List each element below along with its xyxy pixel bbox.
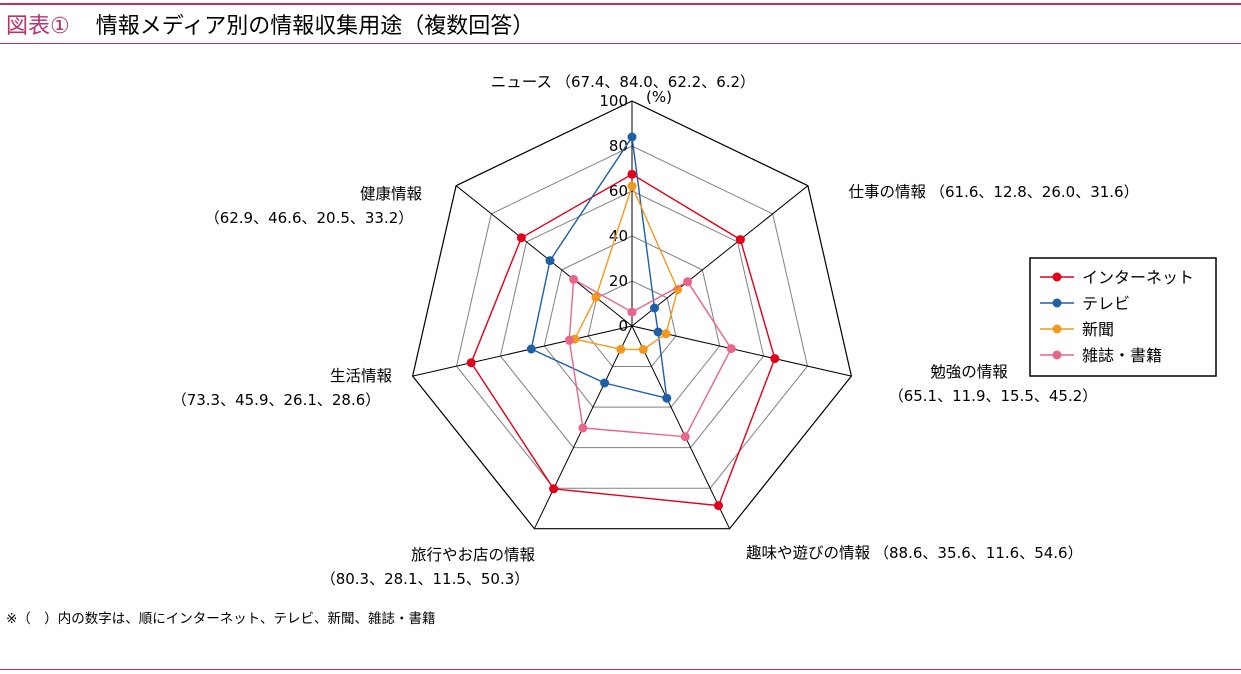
series-marker: [662, 393, 672, 403]
axis-label: 生活情報: [330, 367, 393, 385]
series-marker: [627, 169, 637, 179]
series-marker: [627, 307, 637, 317]
series-marker: [680, 432, 690, 442]
radar-grid-ring: [455, 145, 809, 489]
series-line: [470, 173, 776, 507]
axis-label: 趣味や遊びの情報: [746, 544, 871, 562]
series-marker: [638, 345, 648, 354]
series-marker: [726, 344, 736, 354]
legend-label: テレビ: [1082, 294, 1130, 313]
legend-marker: [1052, 298, 1062, 308]
series-marker: [653, 327, 663, 337]
series-marker: [549, 484, 559, 494]
series-marker: [627, 132, 637, 142]
series-marker: [673, 285, 683, 294]
radar-grid-ring: [499, 190, 765, 449]
figure-label: 図表①: [6, 14, 70, 39]
radar-tick-label: 80: [609, 137, 628, 155]
top-rule: [0, 3, 1241, 5]
radar-grid-ring: [411, 100, 853, 530]
axis-label: 勉強の情報: [930, 363, 1008, 381]
series-marker: [545, 256, 555, 266]
series-marker: [564, 335, 574, 345]
radar-grid-ring: [543, 235, 721, 408]
series-marker: [569, 274, 579, 284]
legend-marker: [1052, 272, 1062, 282]
radar-spoke: [455, 185, 633, 327]
legend-marker: [1052, 324, 1062, 334]
series-line: [573, 184, 679, 351]
series-marker: [600, 378, 610, 388]
series-marker: [714, 501, 723, 511]
radar-spoke: [412, 325, 633, 377]
axis-values: （62.9、46.6、20.5、33.2）: [205, 209, 414, 227]
axis-values: （73.3、45.9、26.1、28.6）: [172, 391, 381, 409]
axis-values: （80.3、28.1、11.5、50.3）: [321, 570, 530, 588]
figure-title: 情報メディア別の情報収集用途（複数回答）: [95, 14, 535, 39]
series-marker: [516, 233, 526, 243]
series-marker: [770, 354, 780, 364]
axis-label: 仕事の情報: [848, 183, 926, 201]
legend-marker: [1052, 350, 1062, 360]
series-marker: [735, 235, 745, 245]
radar-tick-label: 20: [609, 272, 628, 290]
figure-title-row: 図表① 情報メディア別の情報収集用途（複数回答）: [6, 8, 534, 40]
footnote: ※（ ）内の数字は、順にインターネット、テレビ、新聞、雑誌・書籍: [6, 611, 436, 627]
series-line: [530, 135, 668, 400]
axis-values: （88.6、35.6、11.6、54.6）: [874, 544, 1083, 562]
legend-label: 新聞: [1082, 320, 1114, 339]
title-underline: [0, 43, 1241, 44]
radar-tick-label: 60: [609, 182, 628, 200]
radar-spoke: [631, 185, 809, 327]
series-marker: [650, 303, 659, 313]
axis-label: 健康情報: [360, 185, 423, 203]
legend-label: 雑誌・書籍: [1082, 346, 1162, 365]
series-marker: [578, 423, 588, 433]
axis-label: ニュース: [491, 73, 552, 91]
series-marker: [627, 181, 637, 191]
axis-label: 旅行やお店の情報: [411, 546, 536, 564]
radar-grid-ring: [587, 280, 677, 367]
axis-values: （67.4、84.0、62.2、6.2）: [556, 73, 755, 91]
radar-tick-label: 100: [599, 92, 628, 110]
unit-label: (%): [646, 88, 672, 106]
axis-values: （61.6、12.8、26.0、31.6）: [930, 183, 1139, 201]
series-marker: [466, 358, 476, 368]
series-line: [568, 278, 733, 438]
axis-values: （65.1、11.9、15.5、45.2）: [889, 387, 1098, 405]
series-marker: [683, 277, 693, 287]
legend-label: インターネット: [1082, 268, 1194, 287]
bottom-rule: [0, 669, 1241, 670]
radar-spoke: [631, 325, 731, 529]
series-marker: [616, 344, 626, 354]
series-marker: [526, 344, 536, 354]
series-marker: [661, 329, 671, 339]
series-marker: [591, 292, 601, 302]
radar-tick-label: 0: [618, 317, 628, 335]
